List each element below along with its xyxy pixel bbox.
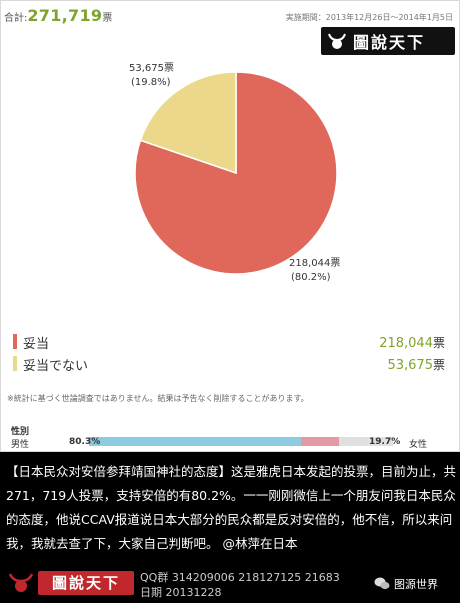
male-bar-fill bbox=[89, 437, 333, 446]
male-percent: 80.3% bbox=[69, 437, 101, 447]
legend-swatch bbox=[13, 334, 17, 349]
bull-icon bbox=[328, 33, 346, 49]
female-percent: 19.7% bbox=[369, 437, 401, 447]
pie-slice-1 bbox=[139, 71, 237, 175]
watermark-logo: 圖說天下 bbox=[321, 27, 455, 55]
pie-value-label-0: 218,044票 bbox=[289, 257, 340, 269]
male-label: 男性 bbox=[11, 440, 30, 450]
total-votes: 合計:271,719票 bbox=[4, 6, 113, 25]
pie-chart: 218,044票 (80.2%) 53,675票 (19.8%) bbox=[129, 62, 340, 283]
gender-bar bbox=[89, 437, 393, 446]
pie-percent-label-0: (80.2%) bbox=[291, 272, 331, 283]
bull-icon bbox=[8, 573, 34, 592]
legend-swatch bbox=[13, 356, 17, 371]
source-label: 图源世界 bbox=[394, 578, 438, 591]
pie-percent-label-1: (19.8%) bbox=[131, 77, 171, 88]
caption-text: 【日本民众对安倍参拜靖国神社的态度】这是雅虎日本发起的投票，目前为止，共271，… bbox=[6, 464, 457, 551]
legend-item-disagree: 妥当でない 53,675票 bbox=[13, 353, 445, 375]
poll-period: 実施期間：2013年12月26日～2014年1月5日 bbox=[285, 13, 453, 22]
disclaimer-note: ※統計に基づく世論調査ではありません。結果は予告なく削除することがあります。 bbox=[7, 394, 309, 403]
gender-title: 性別 bbox=[11, 427, 30, 437]
female-label: 女性 bbox=[409, 440, 428, 450]
legend: 妥当 218,044票 妥当でない 53,675票 bbox=[13, 331, 445, 375]
qq-group-numbers: QQ群 314209006 218127125 21683 bbox=[140, 571, 340, 584]
poll-panel: 合計:271,719票 実施期間：2013年12月26日～2014年1月5日 圖… bbox=[0, 0, 460, 452]
gender-breakdown: 性別 男性 80.3% 19.7% 女性 bbox=[11, 424, 451, 450]
footer-bar: 圖說天下 QQ群 314209006 218127125 21683 日期 20… bbox=[0, 563, 460, 603]
total-votes-value: 271,719 bbox=[27, 6, 103, 25]
female-bar-fill bbox=[301, 437, 339, 446]
pie-value-label-1: 53,675票 bbox=[129, 62, 174, 74]
footer-logo: 圖說天下 bbox=[38, 571, 134, 595]
footer-date: 日期 20131228 bbox=[140, 586, 222, 599]
legend-item-agree: 妥当 218,044票 bbox=[13, 331, 445, 353]
wechat-icon bbox=[374, 577, 390, 590]
